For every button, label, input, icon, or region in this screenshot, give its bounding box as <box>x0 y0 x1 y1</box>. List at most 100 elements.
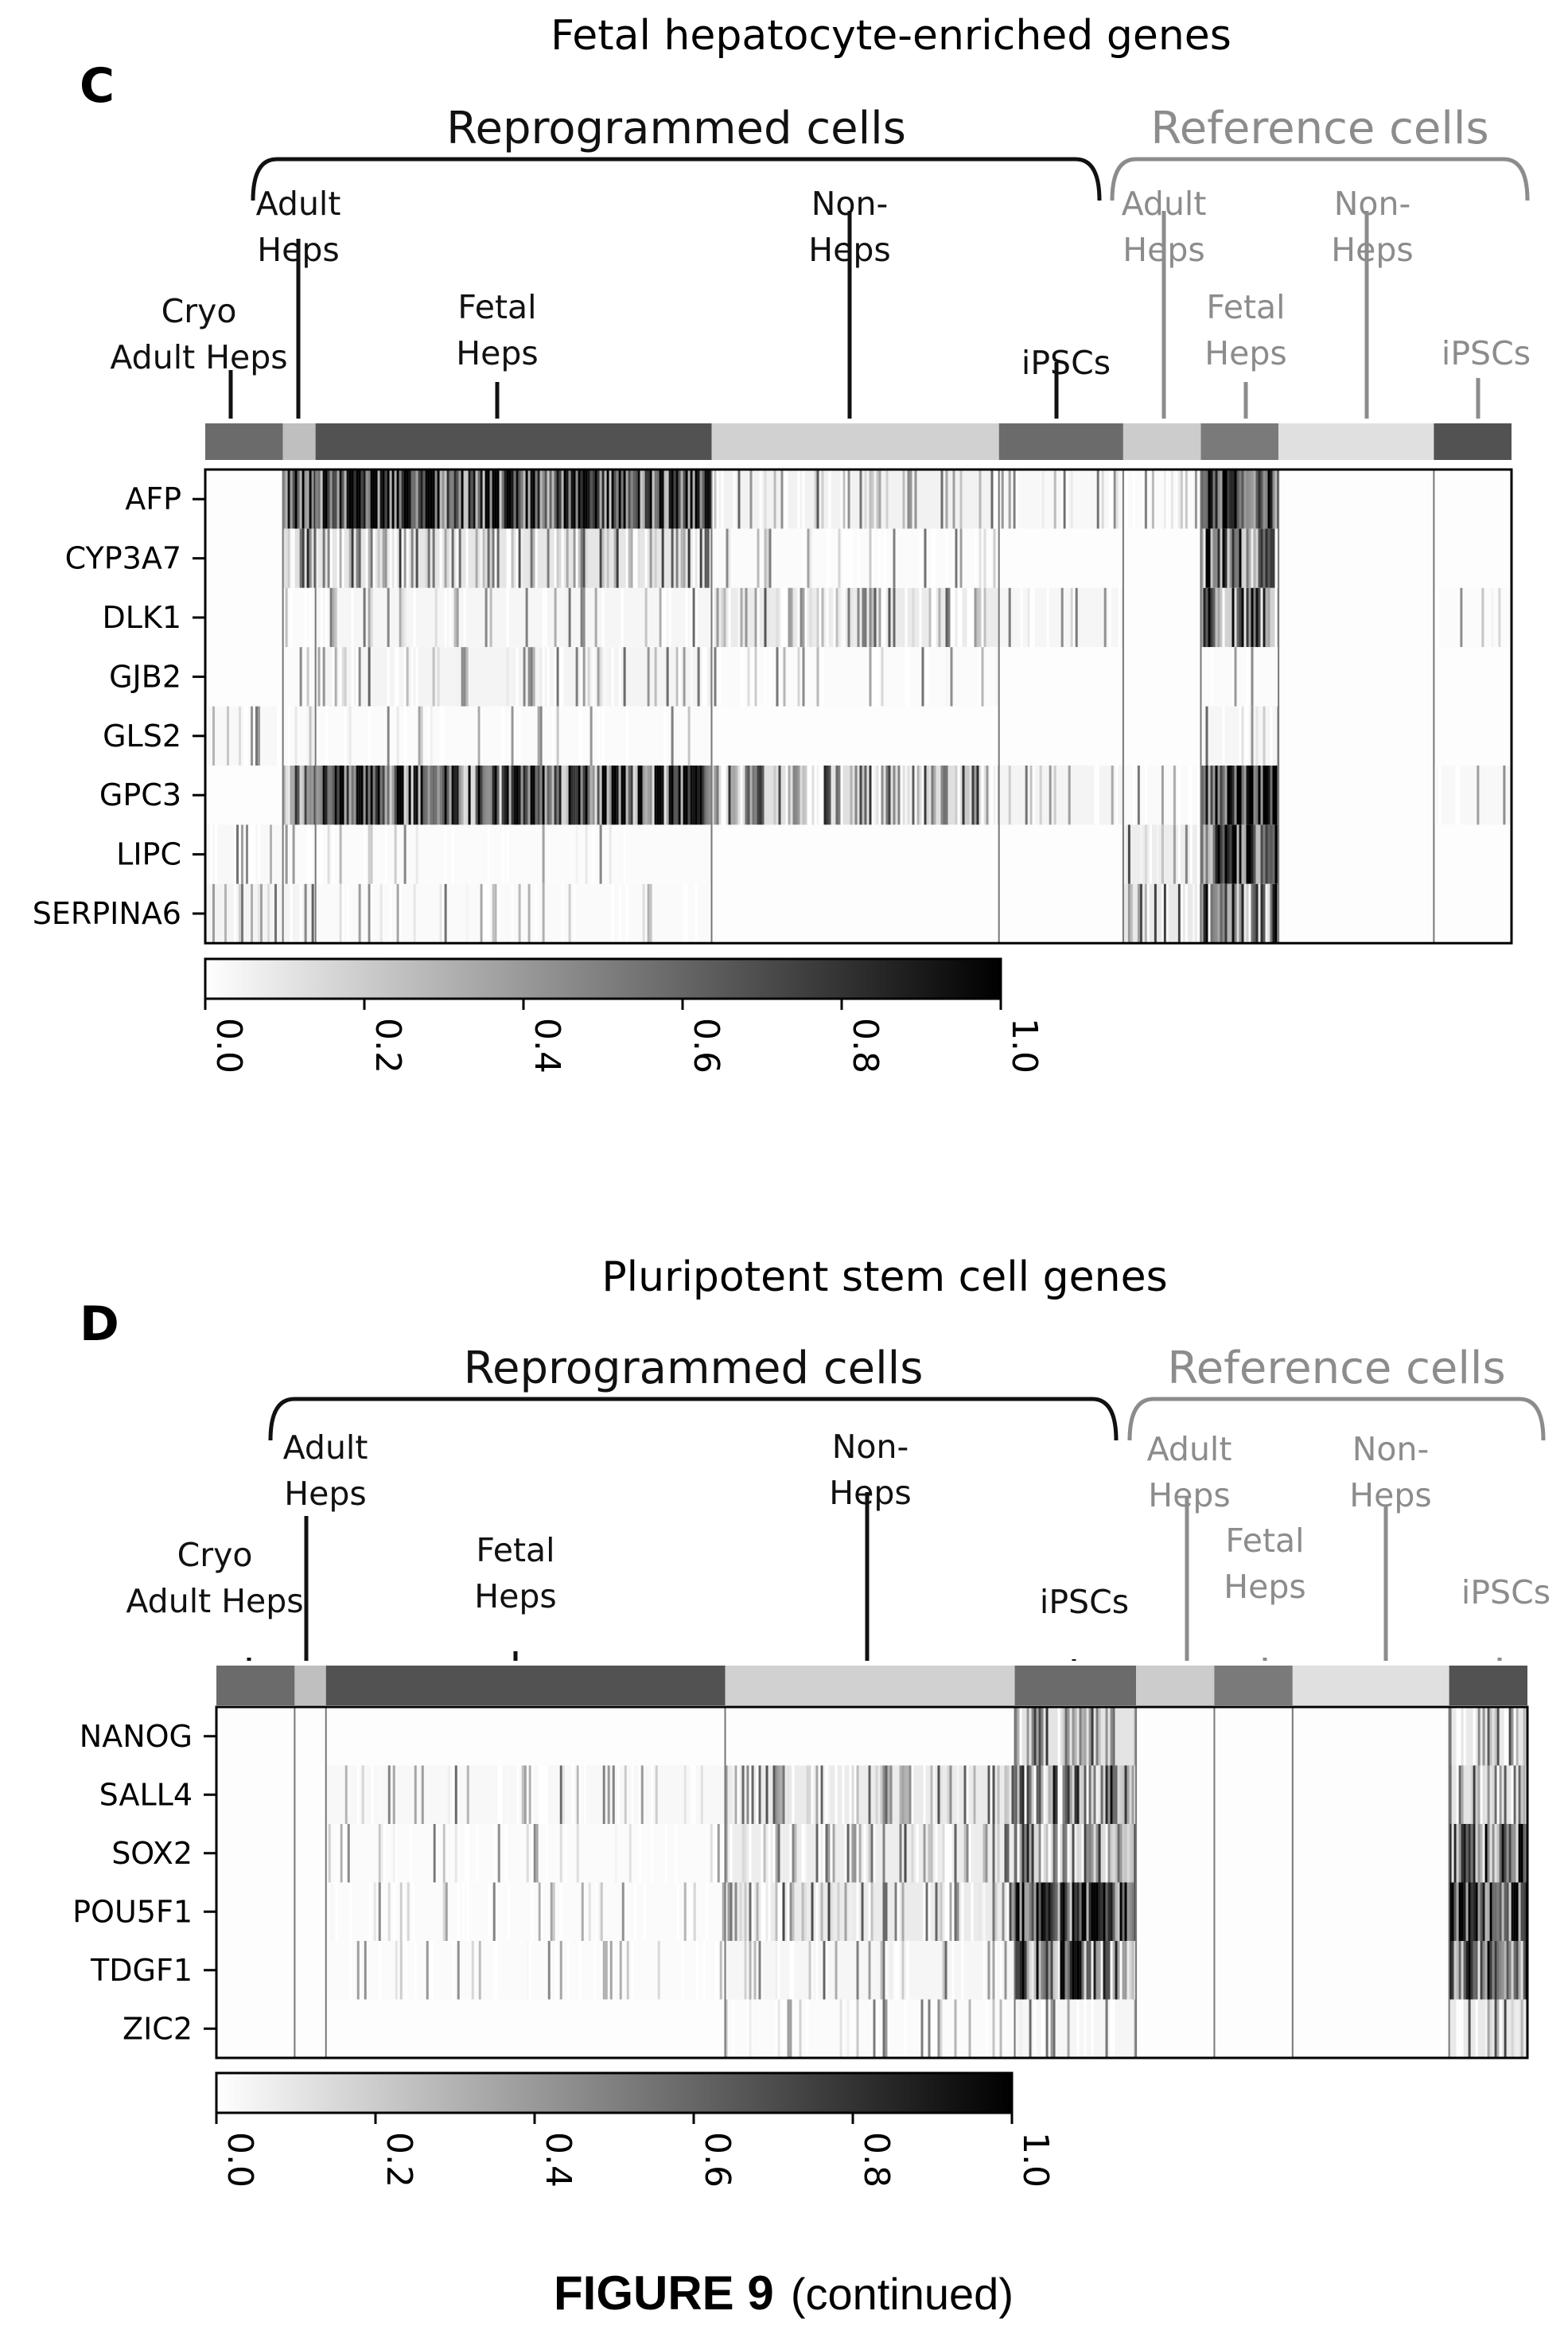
heatmap-stripe <box>420 766 423 825</box>
heatmap-cell-base <box>315 824 712 884</box>
bracket-label: Reprogrammed cells <box>464 1342 924 1394</box>
heatmap-stripe <box>1017 1824 1020 1883</box>
group-label-line: iPSCs <box>1442 334 1531 372</box>
heatmap-stripe <box>888 766 891 825</box>
heatmap-stripe <box>850 587 853 648</box>
heatmap-stripe <box>875 1999 878 2058</box>
heatmap-stripe <box>1504 1765 1507 1824</box>
heatmap-stripe <box>995 647 998 707</box>
heatmap-stripe <box>1067 1707 1070 1766</box>
heatmap-stripe <box>1251 528 1254 588</box>
heatmap-cell <box>282 766 317 825</box>
heatmap-stripe <box>705 1882 708 1941</box>
heatmap-cell-base <box>294 1765 326 1824</box>
heatmap-stripe <box>844 1882 847 1941</box>
heatmap-stripe <box>782 1999 785 2058</box>
heatmap-stripe <box>992 1824 995 1883</box>
heatmap-stripe <box>952 587 955 648</box>
heatmap-stripe <box>1029 1999 1032 2058</box>
heatmap-cell-base <box>325 1941 726 2000</box>
heatmap-stripe <box>480 528 483 588</box>
heatmap-stripe <box>377 766 380 825</box>
heatmap-stripe <box>830 1882 833 1941</box>
heatmap-stripe <box>909 766 912 825</box>
heatmap-stripe <box>737 470 741 529</box>
heatmap-stripe <box>1105 1824 1108 1883</box>
heatmap-stripe <box>871 647 874 707</box>
heatmap-stripe <box>1482 1882 1485 1941</box>
heatmap-cell-base <box>315 587 712 648</box>
heatmap-stripe <box>945 587 948 648</box>
heatmap-stripe <box>856 1941 859 2000</box>
heatmap-stripe <box>716 766 719 825</box>
heatmap-stripe <box>484 883 488 944</box>
heatmap-cell <box>725 1707 1015 1766</box>
heatmap-stripe <box>1052 1765 1056 1824</box>
heatmap-cell-base <box>205 470 283 529</box>
heatmap-stripe <box>785 587 788 648</box>
heatmap-stripe <box>1084 1765 1087 1824</box>
heatmap-stripe <box>506 766 509 825</box>
heatmap-stripe <box>625 528 628 588</box>
heatmap-cell <box>1136 1824 1215 1883</box>
heatmap-stripe <box>777 1824 780 1883</box>
heatmap-stripe <box>299 766 302 825</box>
heatmap-stripe <box>570 766 574 825</box>
heatmap-stripe <box>580 647 583 707</box>
heatmap-stripe <box>825 1941 828 2000</box>
heatmap-cell <box>1292 1941 1449 2000</box>
heatmap-stripe <box>1449 1882 1452 1941</box>
heatmap-stripe <box>609 824 612 884</box>
heatmap-stripe <box>734 1765 737 1824</box>
heatmap-stripe <box>332 766 335 825</box>
heatmap-stripe <box>847 470 850 529</box>
heatmap-stripe <box>1111 766 1114 825</box>
heatmap-stripe <box>987 1765 990 1824</box>
heatmap-stripe <box>1086 1824 1089 1883</box>
heatmap-stripe <box>494 470 497 529</box>
heatmap-stripe <box>1105 1882 1108 1941</box>
heatmap-stripe <box>909 1765 912 1824</box>
heatmap-stripe <box>744 1824 747 1883</box>
heatmap-stripe <box>1518 1882 1521 1941</box>
heatmap-stripe <box>776 647 779 707</box>
heatmap-stripe <box>1074 1707 1077 1766</box>
heatmap-stripe <box>1200 766 1204 825</box>
heatmap-stripe <box>1072 587 1076 648</box>
heatmap-stripe <box>530 528 533 588</box>
heatmap-stripe <box>251 883 253 944</box>
heatmap-stripe <box>508 470 512 529</box>
gene-label: TDGF1 <box>90 1953 193 1988</box>
heatmap-stripe <box>1494 1765 1497 1824</box>
heatmap-stripe <box>621 470 624 529</box>
heatmap-stripe <box>532 470 535 529</box>
heatmap-stripe <box>661 470 664 529</box>
heatmap-stripe <box>290 470 293 529</box>
heatmap-stripe <box>780 470 784 529</box>
heatmap-stripe <box>906 1765 909 1824</box>
heatmap-cell-base <box>205 766 283 825</box>
heatmap-stripe <box>800 587 803 648</box>
heatmap-stripe <box>1260 824 1263 884</box>
heatmap-stripe <box>625 766 628 825</box>
heatmap-stripe <box>745 766 748 825</box>
heatmap-stripe <box>496 883 500 944</box>
heatmap-stripe <box>329 470 333 529</box>
heatmap-stripe <box>668 766 671 825</box>
heatmap-stripe <box>576 1765 579 1824</box>
heatmap-stripe <box>632 470 636 529</box>
heatmap-stripe <box>1161 883 1164 944</box>
heatmap-stripe <box>516 470 519 529</box>
heatmap-stripe <box>985 1999 988 2058</box>
group-label-line: Cryo <box>161 292 237 330</box>
heatmap-stripe <box>692 587 695 648</box>
heatmap-stripe <box>747 766 750 825</box>
heatmap-stripe <box>1451 1941 1454 2000</box>
heatmap-stripe <box>1260 587 1263 648</box>
heatmap-stripe <box>597 706 600 766</box>
group-label-line: iPSCs <box>1461 1573 1550 1611</box>
heatmap-stripe <box>1263 587 1266 648</box>
heatmap-cell <box>282 706 316 766</box>
heatmap-stripe <box>868 1941 871 2000</box>
heatmap-stripe <box>1508 1707 1512 1766</box>
